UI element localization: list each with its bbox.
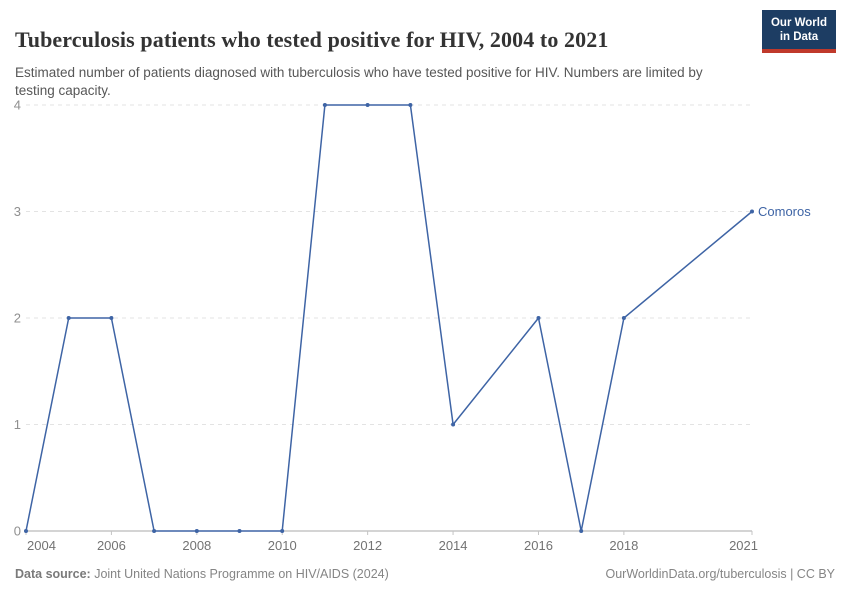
series-end-label: Comoros	[758, 204, 811, 219]
chart-subtitle: Estimated number of patients diagnosed w…	[15, 64, 703, 98]
page-title: Tuberculosis patients who tested positiv…	[15, 26, 609, 52]
data-point-marker	[579, 529, 584, 533]
data-point-marker	[536, 316, 541, 320]
data-point-marker	[237, 529, 242, 533]
data-point-marker	[194, 529, 199, 533]
x-tick-label: 2004	[27, 538, 56, 553]
y-tick-label: 0	[14, 524, 21, 539]
data-point-marker	[408, 103, 413, 107]
x-tick-label: 2006	[97, 538, 126, 553]
data-point-marker	[280, 529, 285, 533]
x-tick-label: 2010	[268, 538, 297, 553]
x-tick-label: 2014	[439, 538, 468, 553]
y-tick-label: 4	[14, 98, 21, 113]
owid-license-link[interactable]: OurWorldinData.org/tuberculosis | CC BY	[605, 567, 836, 581]
data-point-marker	[109, 316, 114, 320]
owid-logo[interactable]: Our World in Data	[761, 10, 836, 53]
x-tick-label: 2018	[609, 538, 638, 553]
data-point-marker	[66, 316, 71, 320]
data-point-marker	[24, 529, 28, 533]
owid-logo-line1: Our World	[770, 17, 827, 29]
data-source-text: Joint United Nations Programme on HIV/AI…	[90, 567, 389, 581]
x-tick-label: 2008	[182, 538, 211, 553]
chart-footer: Data source: Joint United Nations Progra…	[15, 566, 835, 583]
x-tick-label: 2016	[524, 538, 553, 553]
data-source-note: Data source: Joint United Nations Progra…	[15, 566, 389, 583]
data-point-marker	[621, 316, 626, 320]
y-tick-label: 2	[14, 311, 21, 326]
data-point-marker	[365, 103, 370, 107]
owid-logo-line2: in Data	[779, 30, 819, 43]
x-tick-label: 2021	[729, 538, 758, 553]
data-point-marker	[322, 103, 327, 107]
data-source-label: Data source:	[15, 567, 91, 581]
line-chart[interactable]: 0 1 2 3 4 2004 2006 2008 2010 2012 2014 2016 2018 202…	[0, 88, 850, 564]
data-point-marker	[451, 422, 456, 427]
y-tick-label: 1	[14, 417, 21, 432]
x-tick-label: 2012	[353, 538, 382, 553]
data-point-marker	[152, 529, 157, 533]
y-tick-label: 3	[14, 204, 21, 219]
data-point-marker	[750, 209, 754, 214]
